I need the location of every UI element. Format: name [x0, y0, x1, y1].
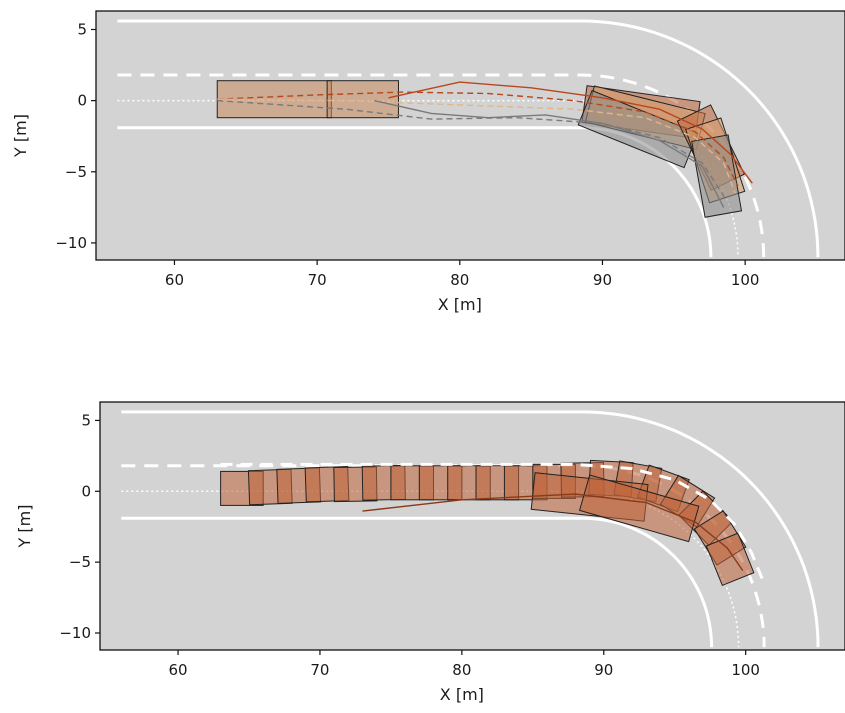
plot-area	[117, 19, 820, 258]
plot-background	[96, 11, 845, 260]
vehicle-box-2	[326, 80, 399, 119]
y-tick-label: −5	[69, 553, 91, 571]
x-tick-label: 80	[452, 661, 471, 679]
road-inner-edge	[121, 516, 714, 648]
x-tick-label: 80	[450, 271, 469, 289]
vehicle-box-1	[216, 80, 332, 119]
vehicle-box-8	[691, 134, 743, 218]
x-tick-label: 100	[731, 661, 760, 679]
trajectory-line-2	[388, 81, 753, 184]
x-axis-label: X [m]	[438, 295, 482, 314]
vehicle-box-5	[577, 89, 699, 169]
y-tick-label: −10	[55, 234, 87, 252]
y-tick-label: −10	[59, 624, 91, 642]
plot-background	[100, 402, 845, 650]
road-outer-edge	[117, 19, 820, 258]
y-tick-label: 5	[77, 20, 87, 38]
vehicle-box-20	[705, 532, 755, 587]
x-tick-label: 100	[731, 271, 760, 289]
plot-frame	[99, 401, 845, 651]
x-axis-label: X [m]	[440, 685, 484, 704]
x-tick-label: 70	[310, 661, 329, 679]
y-tick-label: −5	[65, 163, 87, 181]
vehicle-box-22	[578, 474, 700, 543]
chart-panel-2: 60 70 80 90 100 5 0 −5 −10 X [m] Y [m]	[15, 401, 845, 704]
y-axis-label: Y [m]	[15, 505, 34, 549]
y-tick-label: 0	[81, 482, 91, 500]
road-outer-edge	[121, 410, 820, 648]
trajectory-line-4	[217, 99, 728, 201]
trajectory-line-3	[217, 98, 736, 194]
plot-frame	[95, 10, 845, 261]
trajectory-line-1	[220, 462, 766, 584]
trajectory-line-5	[374, 99, 725, 208]
y-tick-label: 0	[77, 92, 87, 110]
x-tick-label: 60	[169, 661, 188, 679]
chart-panel-1: 60 70 80 90 100 5 0 −5 −10 X [m] Y [m]	[11, 10, 845, 314]
x-tick-label: 90	[593, 271, 612, 289]
x-tick-label: 60	[165, 271, 184, 289]
x-tick-label: 70	[308, 271, 327, 289]
y-tick-label: 5	[81, 411, 91, 429]
x-tick-label: 90	[594, 661, 613, 679]
trajectory-line-2	[362, 493, 744, 571]
plot-area	[121, 410, 820, 648]
y-axis-label: Y [m]	[11, 114, 30, 158]
